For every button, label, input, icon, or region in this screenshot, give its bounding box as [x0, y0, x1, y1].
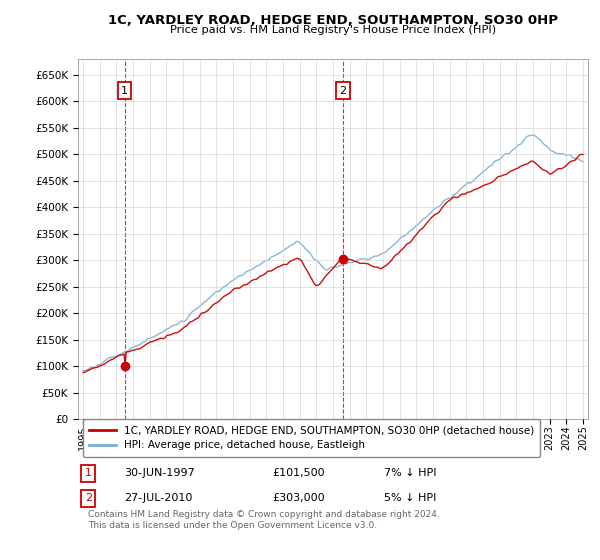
Text: Price paid vs. HM Land Registry's House Price Index (HPI): Price paid vs. HM Land Registry's House … — [170, 25, 496, 35]
Text: £101,500: £101,500 — [272, 468, 325, 478]
Text: 30-JUN-1997: 30-JUN-1997 — [124, 468, 194, 478]
Legend: 1C, YARDLEY ROAD, HEDGE END, SOUTHAMPTON, SO30 0HP (detached house), HPI: Averag: 1C, YARDLEY ROAD, HEDGE END, SOUTHAMPTON… — [83, 419, 541, 456]
Text: 1: 1 — [85, 468, 92, 478]
Text: 27-JUL-2010: 27-JUL-2010 — [124, 493, 192, 503]
Text: 1C, YARDLEY ROAD, HEDGE END, SOUTHAMPTON, SO30 0HP: 1C, YARDLEY ROAD, HEDGE END, SOUTHAMPTON… — [108, 14, 558, 27]
Text: 1: 1 — [121, 86, 128, 96]
Text: 7% ↓ HPI: 7% ↓ HPI — [384, 468, 437, 478]
Text: 2: 2 — [85, 493, 92, 503]
Text: 2: 2 — [339, 86, 346, 96]
Text: £303,000: £303,000 — [272, 493, 325, 503]
Text: 5% ↓ HPI: 5% ↓ HPI — [384, 493, 436, 503]
Text: Contains HM Land Registry data © Crown copyright and database right 2024.
This d: Contains HM Land Registry data © Crown c… — [88, 510, 440, 530]
